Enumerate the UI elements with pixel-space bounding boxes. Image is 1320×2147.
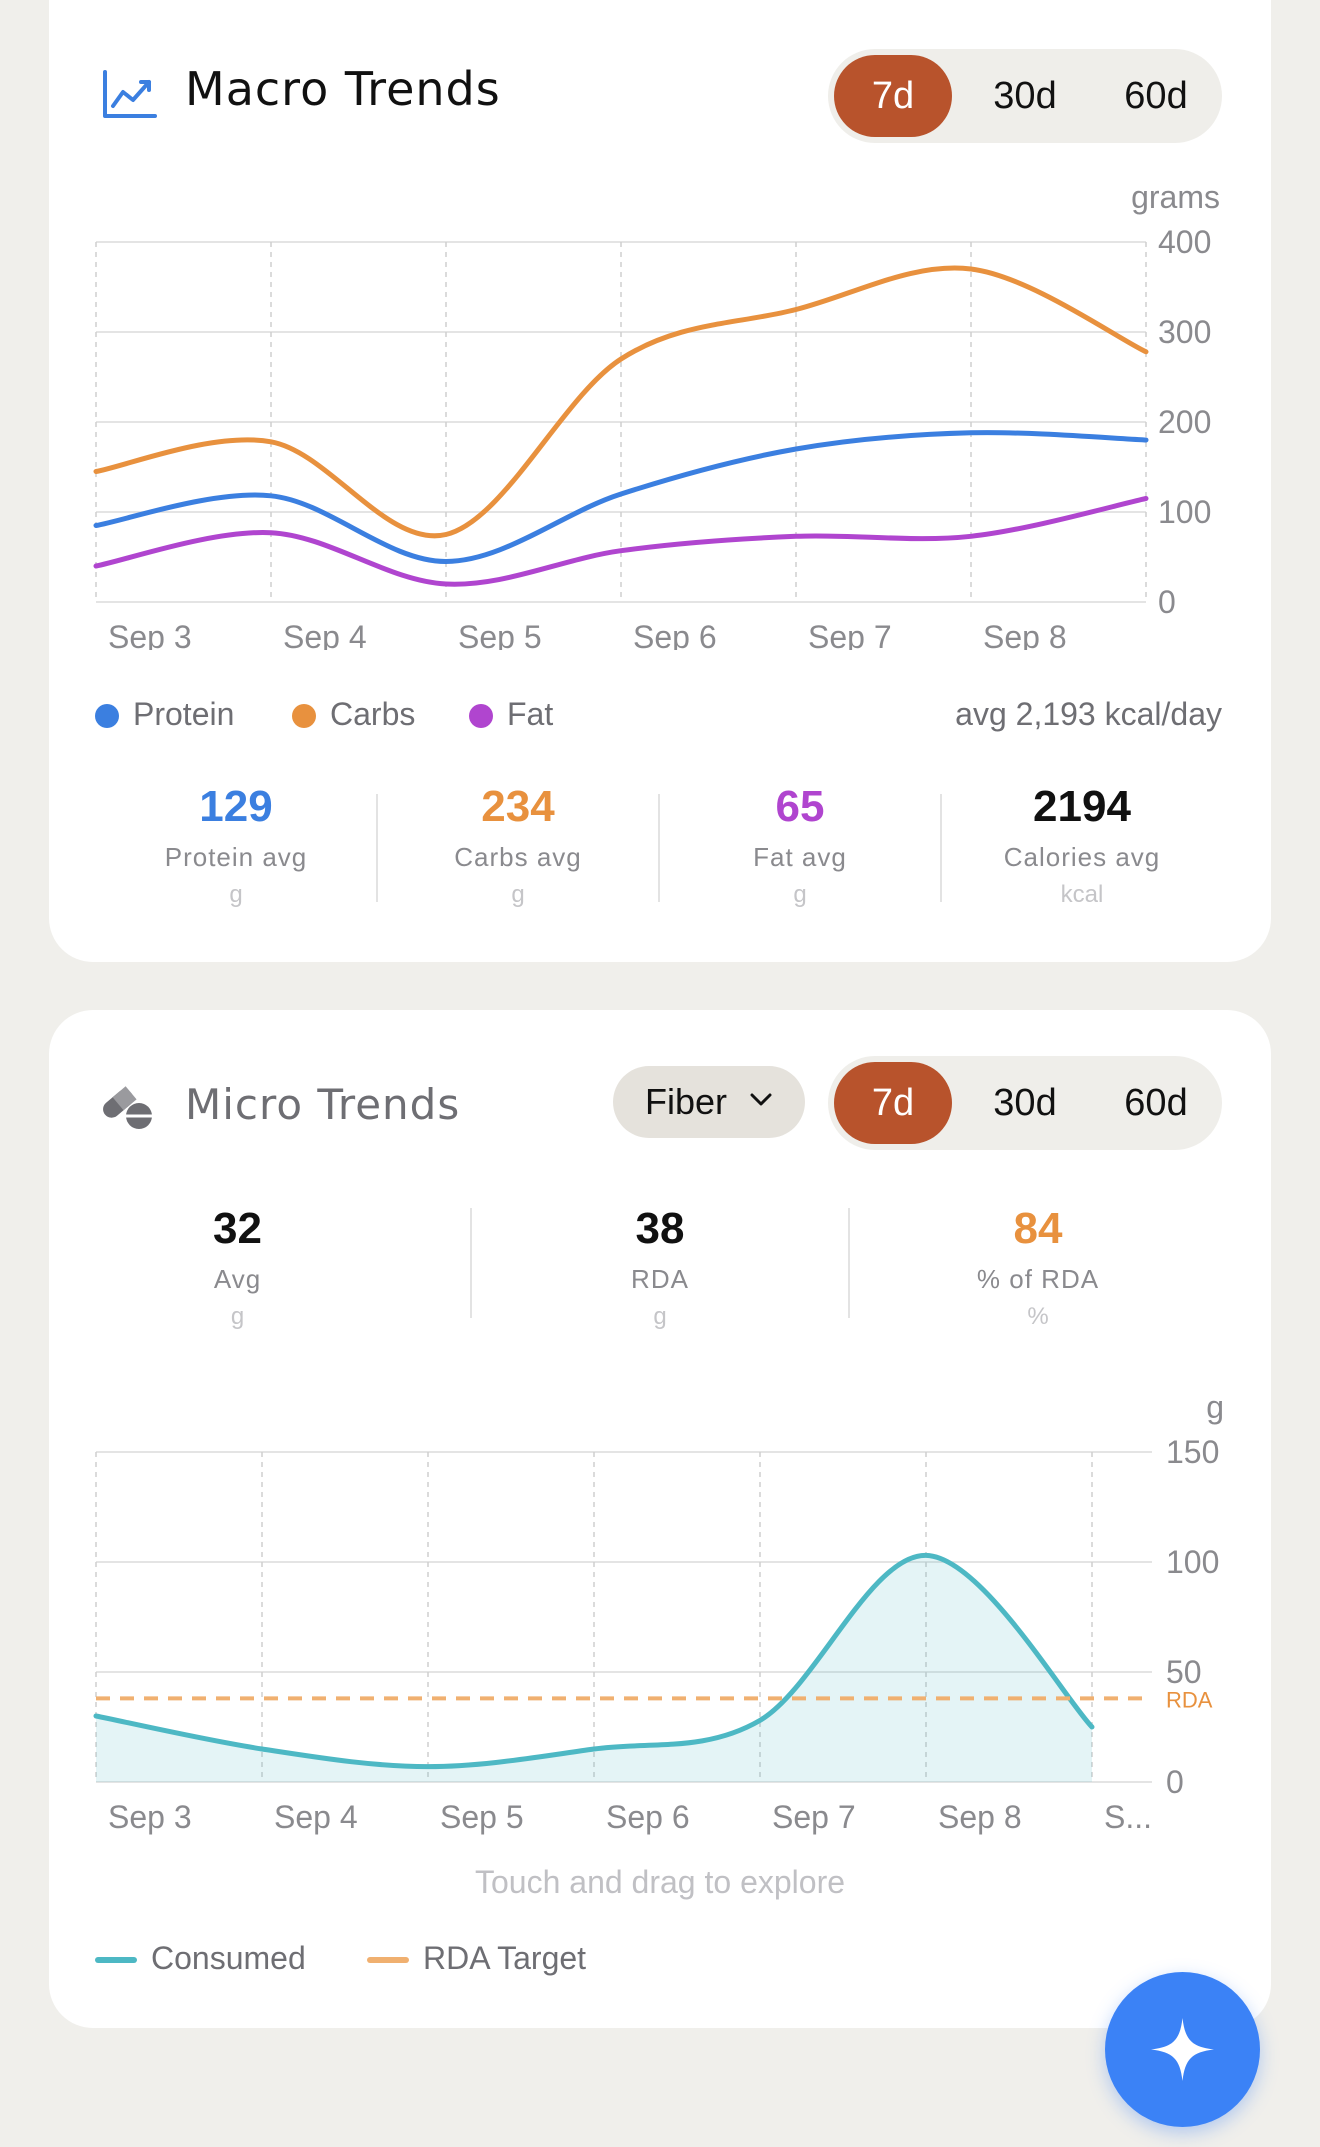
stat-avg: 32 Avg g [213,1204,262,1330]
trend-chart-icon [103,70,157,118]
pills-icon [103,1086,153,1129]
divider [376,794,378,902]
stat-percent-rda: 84 % of RDA % [976,1204,1100,1330]
series-line-carbs [93,265,1149,539]
x-tick-label: Sep 8 [938,1799,1022,1835]
x-tick-label: Sep 5 [440,1799,524,1835]
consumed-line-icon [95,1957,137,1963]
stat-rda: 38 RDA g [631,1204,689,1330]
y-tick-label: 400 [1158,224,1211,260]
x-tick-label: Sep 5 [458,619,542,650]
drag-hint-text: Touch and drag to explore [474,1864,846,1900]
x-tick-label: Sep 3 [108,619,192,650]
y-tick-label: 300 [1158,314,1211,350]
chevron-down-icon [750,1093,772,1106]
range-60d-button[interactable]: 60d [1124,1082,1188,1124]
consumed-area [96,1555,1092,1782]
range-7d-button[interactable]: 7d [834,55,952,137]
y-axis-unit-label: grams [1131,179,1220,215]
y-tick-label: 0 [1166,1764,1184,1800]
series-line-protein [93,430,1149,565]
protein-dot-icon [95,704,119,728]
x-tick-label: Sep 7 [772,1799,856,1835]
series-line-consumed [93,1552,1095,1770]
stat-calories: 2194 Calories avg kcal [1003,782,1161,908]
divider [848,1208,850,1318]
range-60d-button[interactable]: 60d [1124,75,1188,117]
avg-kcal-text: avg 2,193 kcal/day [955,696,1222,732]
carbs-dot-icon [292,704,316,728]
macro-line-chart[interactable]: 0 100 200 300 400 grams Sep 3 Sep 4 Sep 5 Sep 6 Se… [49,170,1271,650]
x-tick-label: Sep 6 [606,1799,690,1835]
fat-dot-icon [469,704,493,728]
range-7d-button[interactable]: 7d [834,1062,952,1144]
divider [658,794,660,902]
x-tick-label: Sep 6 [633,619,717,650]
divider [940,794,942,902]
stat-protein: 129 Protein avg g [164,782,308,908]
x-tick-label: Sep 4 [274,1799,358,1835]
x-tick-label: S... [1104,1799,1152,1835]
micro-range-selector: 7d 30d 60d [828,1056,1222,1150]
x-tick-label: Sep 7 [808,619,892,650]
range-30d-button[interactable]: 30d [993,75,1057,117]
page-title: Macro Trends [185,62,501,116]
micro-area-chart[interactable]: 0 50 100 150 g Sep 3 Sep 4 Sep 5 Sep 6 Sep 7 Sep 8… [49,1380,1271,1850]
page-title: Micro Trends [185,1080,461,1129]
stat-fat: 65 Fat avg g [753,782,847,908]
series-line-fat [93,496,1149,587]
rda-line-icon [367,1957,409,1963]
micro-trends-card: Micro Trends Fiber 7d 30d 60d 32 Avg g 3… [49,1010,1271,2028]
macro-trends-card: Macro Trends 7d 30d 60d 0 100 200 300 400 gra… [49,0,1271,962]
divider [470,1208,472,1318]
x-tick-label: Sep 4 [283,619,367,650]
y-tick-label: 0 [1158,584,1176,620]
range-30d-button[interactable]: 30d [993,1082,1057,1124]
y-tick-label: 200 [1158,404,1211,440]
x-tick-label: Sep 8 [983,619,1067,650]
y-tick-label: 100 [1166,1544,1219,1580]
stat-carbs: 234 Carbs avg g [454,782,582,908]
y-tick-label: 50 [1166,1654,1202,1690]
x-tick-label: Sep 3 [108,1799,192,1835]
sparkle-icon [1151,2018,1214,2081]
rda-line-label: RDA [1166,1687,1213,1712]
nutrient-dropdown[interactable]: Fiber [613,1066,805,1138]
macro-range-selector: 7d 30d 60d [828,49,1222,143]
y-tick-label: 100 [1158,494,1211,530]
y-axis-unit-label: g [1206,1389,1224,1425]
ai-assistant-button[interactable] [1105,1972,1260,2127]
y-tick-label: 150 [1166,1434,1219,1470]
